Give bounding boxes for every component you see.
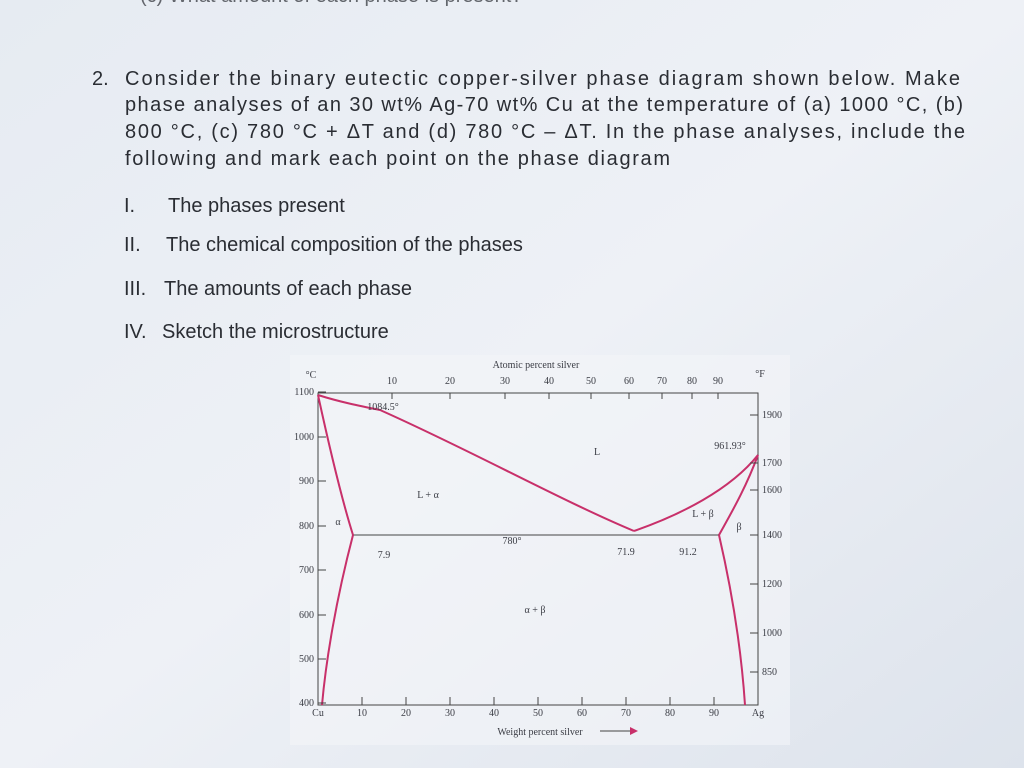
bottom-tick-label: 70 [621,708,631,719]
diagram-label: α [335,517,341,528]
right-unit: °F [755,369,765,380]
diagram-label: β [736,522,741,533]
left-tick-label: 1000 [294,432,314,443]
top-tick-label: 10 [387,376,397,387]
left-tick-label: 600 [299,610,314,621]
diagram-label: L [594,447,600,458]
bottom-tick-label: 10 [357,708,367,719]
bottom-tick-label: Ag [752,708,764,719]
bottom-tick-label: 80 [665,708,675,719]
left-tick-label: 900 [299,476,314,487]
item-marker: I. [124,195,135,217]
diagram-label: L + α [417,490,439,501]
solvus-alpha [321,534,354,706]
right-tick-label: 1700 [762,458,782,469]
diagram-label: 961.93° [714,441,746,452]
bottom-tick-label: 90 [709,708,719,719]
right-tick-label: 1600 [762,485,782,496]
phase-diagram [317,392,759,735]
item-text: The chemical composition of the phases [166,234,523,256]
bottom-axis-title: Weight percent silver [497,727,583,738]
diagram-label: 1084.5° [367,402,399,413]
left-tick-label: 1100 [294,387,314,398]
bottom-tick-label: 60 [577,708,587,719]
top-tick-label: 90 [713,376,723,387]
item-text: Sketch the microstructure [162,321,389,343]
left-tick-label: 400 [299,698,314,709]
figure-background [290,355,790,745]
header-fragment: (c) What amount of each phase is present… [140,0,522,7]
top-tick-label: 60 [624,376,634,387]
question-line: Consider the binary eutectic copper-silv… [125,68,960,90]
top-tick-label: 20 [445,376,455,387]
right-tick-label: 1900 [762,410,782,421]
bottom-tick-label: 30 [445,708,455,719]
question-number: 2. [92,68,109,90]
right-tick-label: 1200 [762,579,782,590]
diagram-label: L + β [692,509,713,520]
solidus-beta [718,454,759,536]
question-line: 800 °C, (c) 780 °C + ΔT and (d) 780 °C –… [125,121,965,143]
bottom-tick-label: Cu [312,708,324,719]
left-tick-label: 500 [299,654,314,665]
diagram-label: α + β [525,605,546,616]
item-marker: III. [124,278,146,300]
top-axis-title: Atomic percent silver [493,360,580,371]
bottom-tick-label: 20 [401,708,411,719]
item-marker: II. [124,234,141,256]
top-tick-label: 70 [657,376,667,387]
right-tick-label: 1400 [762,530,782,541]
diagram-label: 780° [503,536,522,547]
item-text: The phases present [168,195,345,217]
item-text: The amounts of each phase [164,278,412,300]
diagram-label: 7.9 [378,550,391,561]
item-marker: IV. [124,321,147,343]
liquidus-cu [317,394,635,532]
solidus-alpha [317,394,354,536]
diagram-label: 91.2 [679,547,697,558]
bottom-tick-label: 50 [533,708,543,719]
top-tick-label: 40 [544,376,554,387]
bottom-tick-label: 40 [489,708,499,719]
left-unit: °C [306,370,317,381]
top-tick-label: 80 [687,376,697,387]
left-tick-label: 700 [299,565,314,576]
top-tick-label: 30 [500,376,510,387]
right-tick-label: 1000 [762,628,782,639]
left-tick-label: 800 [299,521,314,532]
diagram-label: 71.9 [617,547,635,558]
question-line: phase analyses of an 30 wt% Ag-70 wt% Cu… [125,94,963,116]
arrow-head [630,727,638,735]
liquidus-ag [633,454,759,532]
top-tick-label: 50 [586,376,596,387]
right-tick-label: 850 [762,667,777,678]
solvus-beta [718,534,746,706]
